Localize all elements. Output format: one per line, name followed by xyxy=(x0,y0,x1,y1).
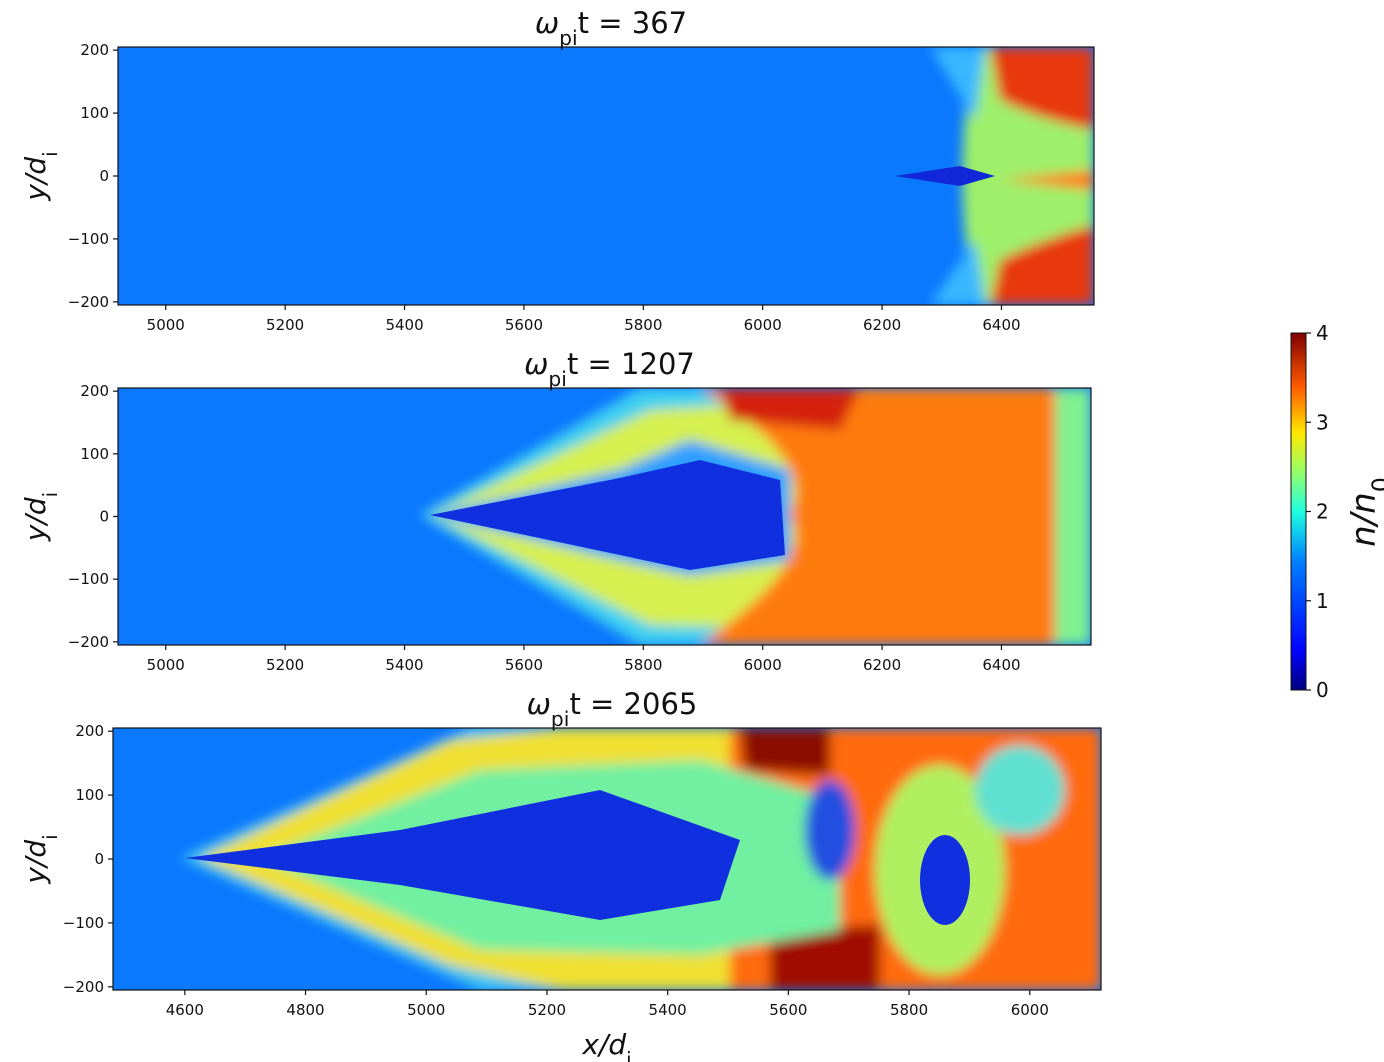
x-tick-label: 4600 xyxy=(166,1001,204,1019)
y-tick-label: −200 xyxy=(68,633,109,651)
colorbar-tick-label: 3 xyxy=(1316,410,1329,434)
x-tick-label: 5000 xyxy=(147,316,185,334)
x-tick-label: 6200 xyxy=(863,656,901,674)
x-tick-label: 5600 xyxy=(505,316,543,334)
x-axis-label-part: x/d xyxy=(581,1028,626,1061)
x-tick-label: 5400 xyxy=(649,1001,687,1019)
chart-title-part: pi xyxy=(548,367,567,391)
x-tick-label: 5400 xyxy=(385,316,423,334)
y-tick-label: 100 xyxy=(80,104,109,122)
y-axis-label-part: y/d xyxy=(19,157,52,202)
heatmap-image xyxy=(118,388,1091,645)
colorbar-tick-label: 4 xyxy=(1316,321,1329,345)
x-tick-label: 5200 xyxy=(266,316,304,334)
y-tick-label: 100 xyxy=(75,786,104,804)
colorbar xyxy=(1291,333,1306,690)
y-tick-label: −100 xyxy=(68,230,109,248)
chart-title-part: t = 2065 xyxy=(569,687,697,721)
y-tick-label: −200 xyxy=(63,978,104,996)
y-tick-label: −200 xyxy=(68,293,109,311)
x-tick-label: 6000 xyxy=(744,316,782,334)
colorbar-label: n/n0 xyxy=(1344,477,1384,547)
chart-title: ωpit = 1207 xyxy=(524,347,695,391)
x-tick-label: 5800 xyxy=(624,316,662,334)
colorbar-tick-label: 2 xyxy=(1316,500,1329,524)
x-tick-label: 6200 xyxy=(863,316,901,334)
y-axis-label: y/di xyxy=(19,834,62,884)
chart-title-part: pi xyxy=(559,26,578,50)
x-tick-label: 5800 xyxy=(890,1001,928,1019)
x-tick-label: 5000 xyxy=(407,1001,445,1019)
x-tick-label: 5000 xyxy=(147,656,185,674)
x-tick-label: 5200 xyxy=(266,656,304,674)
y-axis-label-part: i xyxy=(39,151,62,156)
heatmap-image xyxy=(118,47,1094,305)
y-tick-label: 0 xyxy=(94,850,104,868)
y-axis-label: y/di xyxy=(19,492,62,542)
y-axis-label-part: y/d xyxy=(19,840,52,885)
x-axis-label-part: i xyxy=(626,1048,631,1062)
chart-title-part: ω xyxy=(527,687,551,721)
y-tick-label: 0 xyxy=(99,508,109,526)
y-tick-label: −100 xyxy=(63,914,104,932)
chart-title-part: t = 367 xyxy=(578,6,687,40)
figure: 5000 5200 5400 5600 5800 6000 6200 6400 −200 −100… xyxy=(0,0,1384,1062)
x-tick-label: 6000 xyxy=(1011,1001,1049,1019)
chart-title: ωpit = 367 xyxy=(535,6,687,50)
y-axis-label: y/di xyxy=(19,151,62,201)
y-tick-label: 0 xyxy=(99,167,109,185)
chart-title-part: ω xyxy=(524,347,548,381)
y-axis-label-part: i xyxy=(39,834,62,839)
x-tick-label: 5600 xyxy=(505,656,543,674)
colorbar-tick-label: 0 xyxy=(1316,678,1329,702)
x-tick-label: 5800 xyxy=(624,656,662,674)
x-tick-label: 5400 xyxy=(385,656,423,674)
colorbar-label-part: 0 xyxy=(1367,477,1384,492)
x-tick-label: 4800 xyxy=(286,1001,324,1019)
chart-title-part: ω xyxy=(535,6,559,40)
chart-title: ωpit = 2065 xyxy=(527,687,698,731)
y-tick-label: 200 xyxy=(80,382,109,400)
heatmap-image xyxy=(113,728,1101,990)
y-axis-label-part: i xyxy=(39,492,62,497)
x-tick-label: 6400 xyxy=(982,656,1020,674)
x-tick-label: 5600 xyxy=(769,1001,807,1019)
chart-title-part: pi xyxy=(551,707,570,731)
x-axis-label: x/di xyxy=(581,1028,631,1062)
x-tick-label: 5200 xyxy=(528,1001,566,1019)
y-tick-label: −100 xyxy=(68,570,109,588)
y-tick-label: 200 xyxy=(75,722,104,740)
y-axis-label-part: y/d xyxy=(19,497,52,542)
chart-title-part: t = 1207 xyxy=(567,347,695,381)
y-tick-label: 100 xyxy=(80,445,109,463)
y-tick-label: 200 xyxy=(80,41,109,59)
x-tick-label: 6000 xyxy=(744,656,782,674)
colorbar-tick-label: 1 xyxy=(1316,589,1329,613)
x-tick-label: 6400 xyxy=(982,316,1020,334)
colorbar-label-part: n/n xyxy=(1344,492,1384,547)
